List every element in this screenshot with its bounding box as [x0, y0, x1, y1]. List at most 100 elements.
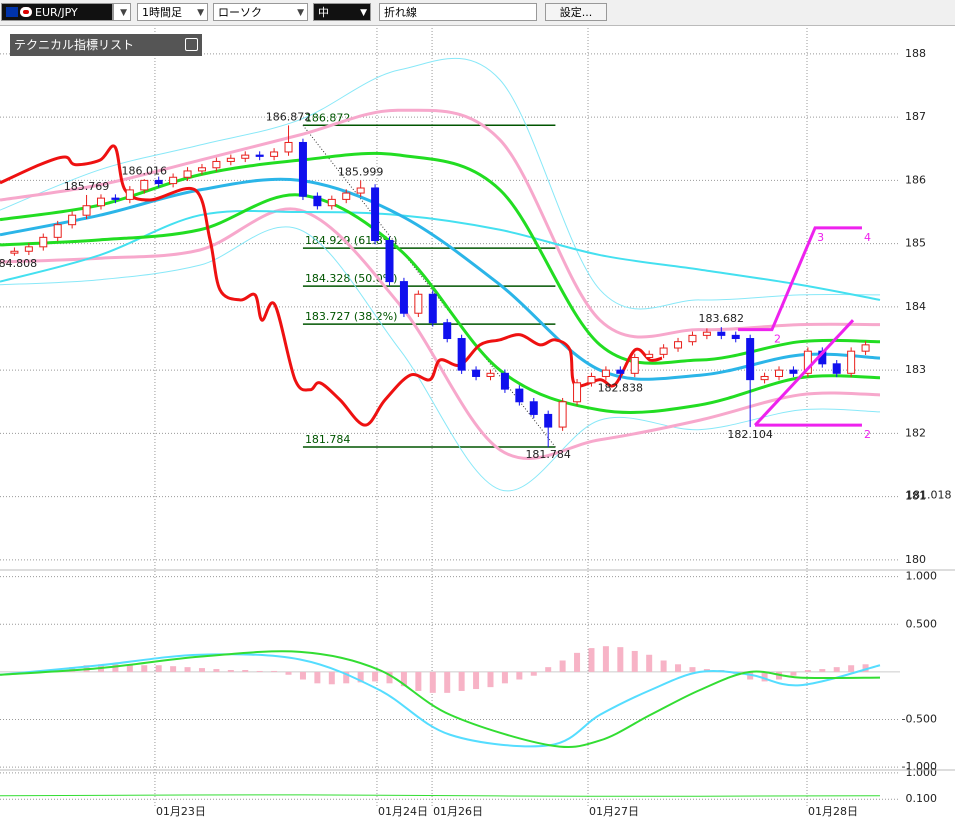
settings-button[interactable]: 設定... — [545, 3, 607, 21]
candle-body — [645, 353, 654, 359]
candle-body — [255, 154, 264, 157]
indicator-line — [0, 653, 881, 748]
histogram-bar — [660, 660, 667, 672]
price-annotation: 184.808 — [0, 257, 37, 270]
histogram-bar — [689, 667, 696, 672]
candle-body — [226, 157, 235, 162]
candle-body — [342, 192, 351, 200]
histogram-bar — [429, 671, 436, 693]
y-tick-label: 185 — [905, 237, 926, 250]
x-tick-label: 01月23日 — [156, 805, 206, 818]
candle-body — [486, 372, 495, 377]
candle-body — [688, 334, 697, 343]
candle-body — [674, 341, 683, 349]
style-select[interactable]: ローソク ▼ — [213, 3, 308, 21]
size-select[interactable]: 中 ▼ — [313, 3, 371, 21]
fib-label: 186.872 — [305, 111, 351, 124]
candle-body — [298, 141, 307, 197]
candle-body — [832, 363, 841, 374]
line-type: 折れ線 — [384, 6, 417, 19]
size: 中 — [318, 6, 329, 19]
indicator-line — [0, 794, 881, 797]
histogram-bar — [862, 664, 869, 672]
candle-body — [630, 357, 639, 374]
histogram-bar — [501, 671, 508, 684]
candle-body — [558, 401, 567, 428]
histogram-bar — [516, 671, 523, 680]
indicator-line — [0, 193, 881, 414]
histogram-bar — [126, 664, 133, 672]
symbol-select[interactable]: EUR/JPY — [1, 3, 113, 21]
histogram-bar — [473, 671, 480, 690]
indicator-list[interactable]: テクニカル指標リスト — [10, 34, 202, 56]
fib-trend — [302, 124, 556, 448]
histogram-bar — [271, 670, 278, 672]
candle-body — [284, 141, 293, 153]
candle-body — [169, 176, 178, 185]
histogram-bar — [819, 669, 826, 672]
chart-style: ローソク — [218, 6, 262, 19]
candle-body — [803, 350, 812, 374]
price-annotation: 185.999 — [338, 165, 384, 178]
y-tick-label: 1.000 — [906, 766, 938, 779]
histogram-bar — [415, 671, 422, 691]
candle-body — [39, 236, 48, 248]
symbol-dropdown[interactable]: ▼ — [113, 3, 131, 21]
candle-body — [573, 382, 582, 403]
candle-body — [241, 154, 250, 159]
y-tick-label: 186 — [905, 173, 926, 186]
drawing-label: 2 — [774, 333, 781, 346]
candle-body — [616, 369, 625, 374]
histogram-bar — [256, 670, 263, 672]
y-tick-label: 184 — [905, 300, 926, 313]
histogram-bar — [848, 665, 855, 672]
candle-body — [472, 369, 481, 377]
y-tick-label: -0.500 — [902, 713, 937, 726]
candle-body — [414, 293, 423, 314]
candle-body — [587, 375, 596, 384]
histogram-bar — [646, 654, 653, 672]
candle-body — [327, 198, 336, 207]
histogram-bar — [458, 671, 465, 691]
price-annotation: 186.872 — [266, 110, 312, 123]
price-annotation: 186.016 — [122, 164, 168, 177]
candle-body — [500, 372, 509, 390]
histogram-bar — [112, 664, 119, 672]
histogram-bar — [833, 667, 840, 672]
x-tick-label: 01月24日 — [378, 805, 428, 818]
line-type-field[interactable]: 折れ線 — [379, 3, 537, 21]
y-tick-label: 188 — [905, 47, 926, 60]
settings: 設定... — [559, 6, 593, 19]
y-tick-label: 0.500 — [906, 617, 938, 630]
candle-body — [861, 344, 870, 352]
candle-body — [601, 369, 610, 377]
histogram-bar — [357, 671, 364, 683]
histogram-bar — [804, 670, 811, 672]
y-tick-label: 1.000 — [906, 570, 938, 583]
indicator-line — [0, 209, 881, 301]
indicator-line — [0, 108, 881, 339]
candle-body — [24, 246, 33, 252]
candle-body — [515, 388, 524, 403]
y-tick-label: 182 — [905, 426, 926, 439]
indicator-list-icon[interactable] — [185, 38, 198, 51]
histogram-bar — [400, 671, 407, 687]
histogram-bar — [444, 671, 451, 693]
indicator-line — [0, 226, 881, 492]
indicator-list-title: テクニカル指標リスト — [14, 38, 135, 52]
candle-body — [125, 189, 134, 200]
histogram-bar — [588, 648, 595, 672]
candle-body — [775, 369, 784, 377]
indicator-line — [0, 207, 881, 461]
histogram-bar — [631, 650, 638, 672]
indicator-line — [0, 177, 881, 381]
candle-body — [183, 170, 192, 178]
candle-body — [212, 160, 221, 169]
timeframe-select[interactable]: 1時間足 ▼ — [137, 3, 208, 21]
histogram-bar — [184, 667, 191, 672]
candle-body — [659, 347, 668, 355]
candle-body — [847, 350, 856, 374]
histogram-bar — [675, 664, 682, 672]
price-annotation: 181.784 — [525, 448, 571, 461]
candle-body — [270, 151, 279, 157]
